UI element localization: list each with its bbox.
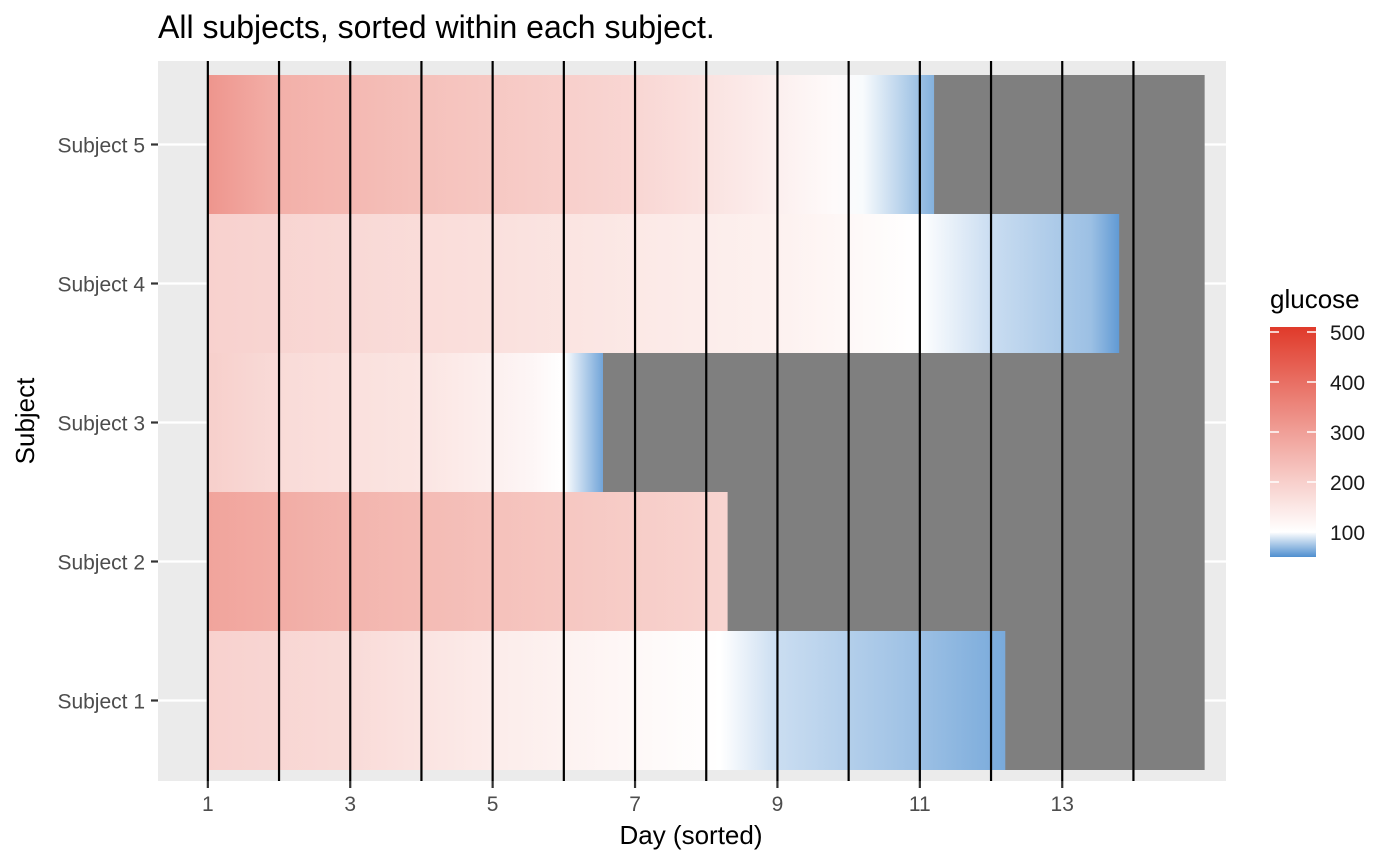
glucose-bar-subject-2 xyxy=(207,492,728,631)
legend-colorbar xyxy=(1270,327,1316,557)
y-axis: Subject 1 Subject 2 Subject 3 Subject 4 Subj… xyxy=(57,135,158,714)
y-tick-label: Subject 3 xyxy=(57,413,145,436)
x-tick-label: 5 xyxy=(487,793,499,816)
legend-tick-label: 100 xyxy=(1330,522,1365,545)
day-separator-lines xyxy=(206,61,1135,781)
y-tick-label: Subject 5 xyxy=(57,135,145,158)
x-tick-label: 7 xyxy=(629,793,641,816)
glucose-bar-subject-4 xyxy=(207,214,1120,353)
x-tick-label: 9 xyxy=(772,793,784,816)
y-axis-title: Subject xyxy=(10,377,40,464)
legend-tick-label: 200 xyxy=(1330,472,1365,495)
legend-tick-label: 500 xyxy=(1330,322,1365,345)
glucose-bar-subject-5 xyxy=(207,75,935,214)
chart-title: All subjects, sorted within each subject… xyxy=(158,9,715,45)
x-tick-label: 3 xyxy=(344,793,356,816)
legend-tick-label: 300 xyxy=(1330,422,1365,445)
legend-title: glucose xyxy=(1270,284,1360,314)
x-tick-label: 1 xyxy=(202,793,214,816)
x-axis-title: Day (sorted) xyxy=(619,820,762,850)
y-tick-label: Subject 4 xyxy=(57,274,145,297)
glucose-bar-subject-3 xyxy=(207,353,603,492)
y-tick-label: Subject 1 xyxy=(57,691,145,714)
glucose-bar-subject-1 xyxy=(207,631,1006,770)
x-tick-label: 13 xyxy=(1051,793,1074,816)
legend-tick-label: 400 xyxy=(1330,372,1365,395)
y-tick-label: Subject 2 xyxy=(57,552,145,575)
x-tick-label: 11 xyxy=(909,793,931,816)
x-axis: 1 3 5 7 9 11 13 xyxy=(202,781,1074,816)
color-legend: glucose 100 200 300 400 500 xyxy=(1270,284,1365,557)
